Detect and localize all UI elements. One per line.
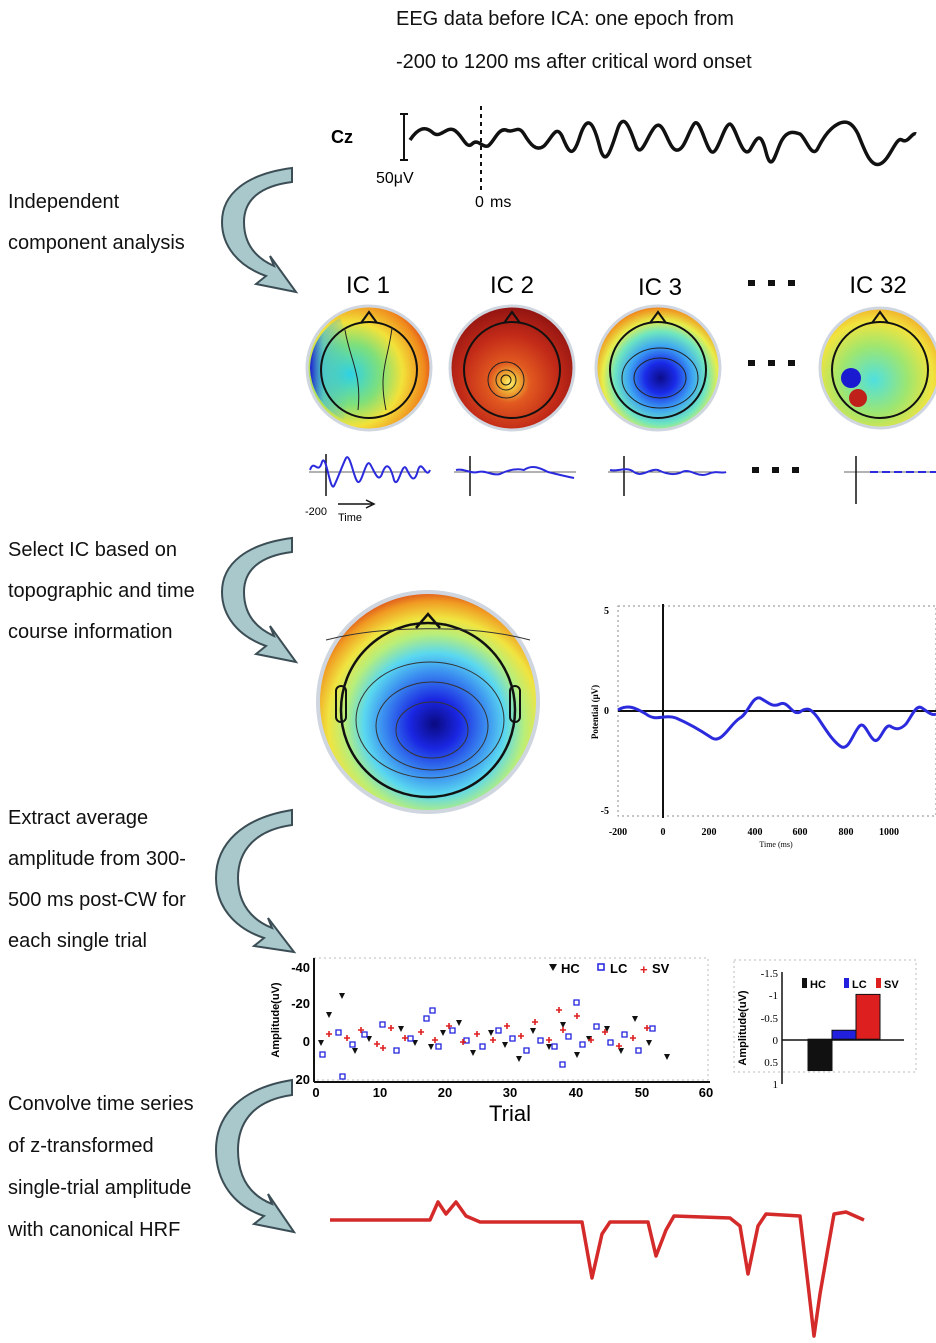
bar-ytick: -0.5	[761, 1013, 779, 1025]
erp-xlabel: Time (ms)	[759, 840, 793, 849]
step-arrow-icon	[214, 1078, 297, 1234]
legend-sv-icon	[876, 978, 881, 988]
step-extract-line: 500 ms post-CW for	[8, 889, 186, 911]
erp-xtick: 0	[661, 827, 666, 838]
scatter-ytick: 0	[303, 1034, 310, 1049]
ellipsis-icon	[748, 280, 795, 286]
scatter-ylabel: Amplitude(uV)	[270, 982, 282, 1057]
erp-xtick: -200	[609, 827, 627, 838]
step-extract-line: Extract average	[8, 807, 149, 829]
bar-sv	[855, 993, 881, 1040]
scatter-xtick: 30	[503, 1085, 517, 1100]
legend-hc: HC	[810, 979, 826, 991]
scatter-points	[318, 993, 670, 1080]
legend-hc: HC	[561, 961, 580, 976]
legend-lc-icon	[597, 963, 605, 971]
step-extract-line: amplitude from 300-	[8, 848, 186, 870]
legend-lc-icon	[844, 978, 849, 988]
eeg-zero-unit: ms	[490, 194, 511, 211]
step-convolve-line: single-trial amplitude	[8, 1177, 192, 1199]
legend-lc: LC	[852, 979, 867, 991]
ic3-timecourse	[608, 456, 727, 496]
legend-sv: SV	[884, 979, 899, 991]
ic2-timecourse	[454, 456, 576, 496]
bar-ytick: -1	[769, 990, 778, 1002]
ic32-timecourse	[844, 456, 936, 504]
ic-label: IC 32	[849, 272, 906, 299]
scatter-xtick: 20	[438, 1085, 452, 1100]
scatter-xtick: 60	[699, 1085, 713, 1100]
erp-ytick: -5	[601, 806, 609, 817]
erp-chart: 5 0 -5 Potential (μV) -200 0 200 400 600…	[590, 604, 936, 849]
step-convolve-line: of z-transformed	[8, 1135, 154, 1157]
ellipsis-icon	[748, 360, 795, 366]
step-convolve-line: Convolve time series	[8, 1093, 194, 1115]
ic-time-start: -200	[305, 506, 327, 518]
legend-sv-icon: +	[640, 962, 648, 977]
ic-label: IC 2	[490, 272, 534, 299]
eeg-scale-label: 50μV	[376, 170, 414, 187]
step-convolve-line: with canonical HRF	[8, 1219, 181, 1241]
bar-hc	[807, 1038, 833, 1072]
step-select-line: Select IC based on	[8, 539, 177, 561]
bar-ytick: 1	[773, 1079, 779, 1091]
scatter-ytick: -20	[291, 996, 310, 1011]
scatter-xtick: 40	[569, 1085, 583, 1100]
legend-sv: SV	[652, 961, 670, 976]
hrf-signal	[330, 1200, 865, 1338]
step-extract-line: each single trial	[8, 930, 147, 952]
legend-lc: LC	[610, 961, 628, 976]
selected-ic-topomap	[316, 590, 540, 814]
ic1-timecourse: -200 Time	[305, 454, 431, 524]
legend-hc-icon	[549, 964, 557, 971]
eeg-channel-label: Cz	[331, 127, 353, 147]
scatter-xtick: 0	[312, 1085, 319, 1100]
ic-time-label: Time	[338, 512, 362, 524]
erp-xtick: 1000	[879, 827, 899, 838]
ellipsis-icon	[752, 467, 799, 473]
erp-xtick: 800	[839, 827, 854, 838]
ic32-topomap	[818, 306, 936, 430]
erp-xtick: 600	[793, 827, 808, 838]
legend-hc-icon	[802, 978, 807, 988]
step-ica-line: Independent	[8, 191, 120, 213]
scatter-xtick: 50	[635, 1085, 649, 1100]
erp-xtick: 200	[702, 827, 717, 838]
header-line-2: -200 to 1200 ms after critical word onse…	[396, 51, 752, 73]
step-arrow-icon	[220, 166, 299, 294]
ic2-topomap	[448, 304, 576, 432]
erp-xtick: 400	[748, 827, 763, 838]
erp-ytick: 5	[604, 606, 609, 617]
eeg-trace	[408, 119, 917, 167]
scatter-xtick: 10	[373, 1085, 387, 1100]
step-ica-line: component analysis	[8, 232, 185, 254]
scatter-chart: -40 -20 0 20 Amplitude(uV) 0 10 20 30 40…	[270, 957, 713, 1126]
bar-ytick: -1.5	[761, 968, 779, 980]
scatter-legend: HC LC + SV	[549, 961, 670, 977]
ic1-topomap	[305, 304, 433, 432]
bar-lc	[831, 1029, 857, 1040]
bar-legend: HC LC SV	[802, 978, 899, 991]
bar-ytick: 0.5	[764, 1057, 778, 1069]
bar-series	[807, 993, 881, 1072]
scatter-ytick: -40	[291, 960, 310, 975]
step-select-line: course information	[8, 621, 173, 643]
header-line-1: EEG data before ICA: one epoch from	[396, 8, 734, 30]
erp-ylabel: Potential (μV)	[590, 685, 600, 739]
bar-ylabel: Amplitude(uV)	[737, 990, 749, 1065]
step-arrow-icon	[220, 536, 299, 664]
bar-chart: -1.5 -1 -0.5 0 0.5 1 Amplitude(uV) HC LC…	[733, 959, 917, 1091]
erp-ytick: 0	[604, 706, 609, 717]
scatter-xlabel: Trial	[489, 1101, 531, 1126]
step-select-line: topographic and time	[8, 580, 195, 602]
eeg-zero-label: 0	[475, 194, 484, 211]
scatter-ytick: 20	[296, 1072, 310, 1087]
ic-label: IC 1	[346, 272, 390, 299]
ic3-topomap	[594, 304, 722, 432]
ic-label: IC 3	[638, 274, 682, 301]
step-arrow-icon	[214, 808, 297, 954]
bar-ytick: 0	[773, 1035, 779, 1047]
